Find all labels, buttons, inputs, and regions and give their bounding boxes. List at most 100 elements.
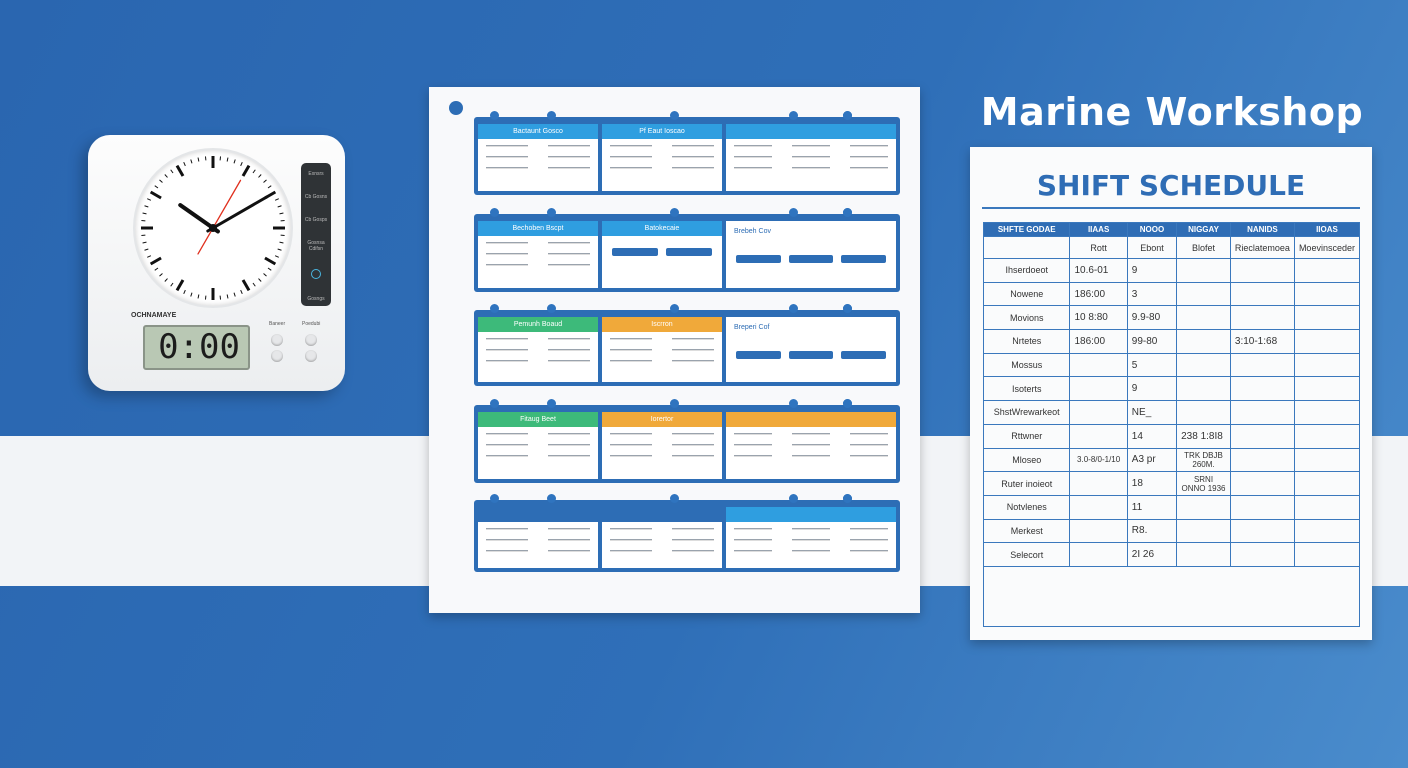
shift-card[interactable] xyxy=(726,412,896,479)
table-cell[interactable]: NE_ xyxy=(1126,400,1178,425)
shift-slot-bar[interactable] xyxy=(736,351,781,359)
table-cell[interactable] xyxy=(1176,329,1231,354)
table-cell[interactable] xyxy=(1229,542,1295,567)
shift-slot-bar[interactable] xyxy=(841,255,887,263)
table-cell[interactable] xyxy=(1293,518,1361,544)
clock-button[interactable] xyxy=(271,350,283,362)
table-cell[interactable] xyxy=(1229,281,1295,307)
table-cell[interactable] xyxy=(1229,305,1295,331)
table-cell[interactable] xyxy=(1229,423,1295,449)
shift-card[interactable]: Bechoben Bscpt xyxy=(478,221,598,288)
table-cell[interactable] xyxy=(1229,400,1295,425)
shift-card[interactable]: Fitaug Beet xyxy=(478,412,598,479)
entry-line xyxy=(610,338,652,340)
table-cell[interactable] xyxy=(1069,400,1128,425)
table-cell[interactable] xyxy=(1069,542,1128,567)
table-cell[interactable]: 10 8:80 xyxy=(1069,305,1128,331)
power-icon[interactable] xyxy=(311,269,321,279)
table-cell[interactable]: 3:10-1:68 xyxy=(1229,329,1295,354)
shift-slot-bar[interactable] xyxy=(788,351,834,359)
table-cell[interactable] xyxy=(1176,352,1231,378)
table-cell[interactable] xyxy=(1176,400,1231,425)
card-header: Pemunh Boaud xyxy=(478,317,598,332)
table-cell[interactable] xyxy=(1176,258,1231,283)
clock-brand: OCHNAMAYE xyxy=(131,312,177,319)
shift-card[interactable] xyxy=(602,507,722,568)
table-cell[interactable] xyxy=(1293,305,1361,331)
table-cell[interactable] xyxy=(1176,376,1231,402)
table-cell[interactable] xyxy=(1293,352,1361,378)
shift-slot-bar[interactable] xyxy=(788,255,834,263)
table-cell[interactable] xyxy=(1176,494,1231,520)
table-cell[interactable] xyxy=(1069,471,1128,496)
shift-card[interactable]: Breperi Cof xyxy=(726,317,896,382)
table-subheader-row: Rott Ebont Blofet Rieclatemoea Moevinsceder xyxy=(982,236,1361,259)
table-cell[interactable]: 9 xyxy=(1126,258,1178,283)
table-cell[interactable] xyxy=(1176,518,1231,544)
table-cell[interactable]: TRK DBJB 260M. xyxy=(1176,447,1231,473)
table-cell[interactable] xyxy=(1293,494,1361,520)
table-cell[interactable] xyxy=(1069,494,1128,520)
table-cell[interactable]: 11 xyxy=(1126,494,1178,520)
table-cell[interactable] xyxy=(1293,258,1361,283)
table-cell[interactable]: 186:00 xyxy=(1069,281,1128,307)
table-cell[interactable] xyxy=(1229,518,1295,544)
table-cell[interactable] xyxy=(1229,447,1295,473)
table-cell[interactable] xyxy=(1176,542,1231,567)
table-cell[interactable] xyxy=(1069,352,1128,378)
table-cell[interactable] xyxy=(1229,494,1295,520)
shift-slot-bar[interactable] xyxy=(666,248,712,256)
shift-card[interactable] xyxy=(726,124,896,191)
table-cell[interactable]: SRNI ONNO 1936 xyxy=(1176,471,1231,496)
table-cell[interactable] xyxy=(1293,400,1361,425)
table-cell[interactable] xyxy=(1069,423,1128,449)
table-cell[interactable] xyxy=(1229,471,1295,496)
table-cell[interactable]: 9.9-80 xyxy=(1126,305,1178,331)
table-cell[interactable] xyxy=(1293,423,1361,449)
clock-button[interactable] xyxy=(305,350,317,362)
table-cell[interactable]: 238 1:8I8 xyxy=(1176,423,1231,449)
shift-card[interactable]: Brebeh Cov xyxy=(726,221,896,288)
entry-line xyxy=(486,360,528,362)
table-cell[interactable] xyxy=(1293,281,1361,307)
clock-button[interactable] xyxy=(271,334,283,346)
table-cell[interactable]: 2I 26 xyxy=(1126,542,1178,567)
table-cell[interactable] xyxy=(1069,518,1128,544)
shift-card[interactable]: Iscrron xyxy=(602,317,722,382)
table-cell[interactable] xyxy=(1293,447,1361,473)
table-cell[interactable] xyxy=(1293,471,1361,496)
shift-slot-bar[interactable] xyxy=(612,248,658,256)
table-cell[interactable]: 10.6-01 xyxy=(1069,258,1128,283)
table-cell[interactable] xyxy=(1229,376,1295,402)
shift-card[interactable] xyxy=(478,507,598,568)
shift-card[interactable]: Iorertor xyxy=(602,412,722,479)
table-cell[interactable]: 14 xyxy=(1126,423,1178,449)
shift-slot-bar[interactable] xyxy=(841,351,887,359)
table-cell[interactable]: 3.0-8/0-1/10 xyxy=(1069,447,1128,473)
table-cell[interactable]: 9 xyxy=(1126,376,1178,402)
table-cell[interactable] xyxy=(1293,542,1361,567)
table-cell[interactable]: 5 xyxy=(1126,352,1178,378)
shift-card[interactable]: Pf Eaut Ioscao xyxy=(602,124,722,191)
table-cell[interactable] xyxy=(1176,281,1231,307)
shift-card[interactable]: Batokecaie xyxy=(602,221,722,288)
table-cell[interactable]: 18 xyxy=(1126,471,1178,496)
table-cell[interactable]: A3 pr xyxy=(1126,447,1178,473)
shift-card[interactable]: Pemunh Boaud xyxy=(478,317,598,382)
table-cell[interactable]: R8. xyxy=(1126,518,1178,544)
shift-slot-bar[interactable] xyxy=(736,255,781,263)
table-cell[interactable] xyxy=(1069,376,1128,402)
table-cell[interactable]: 99-80 xyxy=(1126,329,1178,354)
shift-card[interactable]: Bactaunt Gosco xyxy=(478,124,598,191)
table-cell[interactable] xyxy=(1293,329,1361,354)
table-cell[interactable]: 186:00 xyxy=(1069,329,1128,354)
table-cell[interactable] xyxy=(1229,352,1295,378)
panel-label: Cb Gosns xyxy=(304,194,328,200)
table-cell[interactable] xyxy=(1229,258,1295,283)
shift-card[interactable] xyxy=(726,507,896,568)
entry-line xyxy=(672,528,714,530)
table-cell[interactable] xyxy=(1176,305,1231,331)
table-cell[interactable]: 3 xyxy=(1126,281,1178,307)
clock-button[interactable] xyxy=(305,334,317,346)
table-cell[interactable] xyxy=(1293,376,1361,402)
